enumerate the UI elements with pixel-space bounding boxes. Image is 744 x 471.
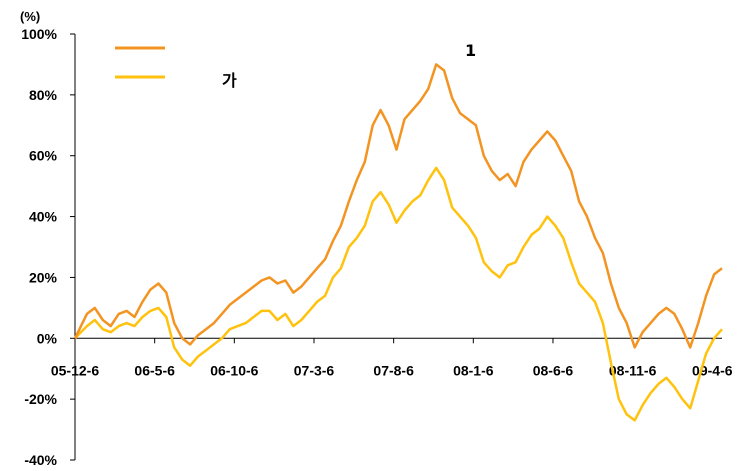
x-tick-label: 08-11-6	[609, 362, 657, 378]
y-unit-label: (%)	[20, 9, 40, 24]
legend: 1가	[115, 41, 476, 90]
y-tick-label: 20%	[29, 269, 58, 285]
x-tick-label: 06-10-6	[210, 362, 258, 378]
x-axis: 05-12-6 06-5-6 06-10-6 07-3-6 07-8-6 08-1-6 08…	[51, 337, 733, 378]
y-tick-label: -20%	[24, 391, 57, 407]
series-layer	[73, 63, 723, 422]
legend-label-1: 1	[465, 41, 476, 60]
x-tick-label: 07-8-6	[373, 362, 414, 378]
series-line-1	[73, 63, 723, 349]
y-axis: 100% 80% 60% 40% 20% 0% -20% -40%	[21, 26, 76, 468]
legend-label-2: 가	[222, 71, 237, 90]
y-tick-label: 100%	[21, 26, 57, 42]
y-tick-label: 0%	[37, 330, 58, 346]
y-tick-label: -40%	[24, 452, 57, 468]
x-tick-label: 08-1-6	[453, 362, 494, 378]
y-tick-label: 80%	[29, 87, 58, 103]
x-tick-label: 05-12-6	[51, 362, 99, 378]
x-tick-label: 07-3-6	[294, 362, 335, 378]
x-tick-label: 09-4-6	[692, 362, 733, 378]
y-tick-label: 60%	[29, 148, 58, 164]
x-tick-label: 06-5-6	[134, 362, 175, 378]
series-line-2	[74, 166, 723, 422]
x-tick-label: 08-6-6	[533, 362, 574, 378]
y-tick-label: 40%	[29, 209, 58, 225]
